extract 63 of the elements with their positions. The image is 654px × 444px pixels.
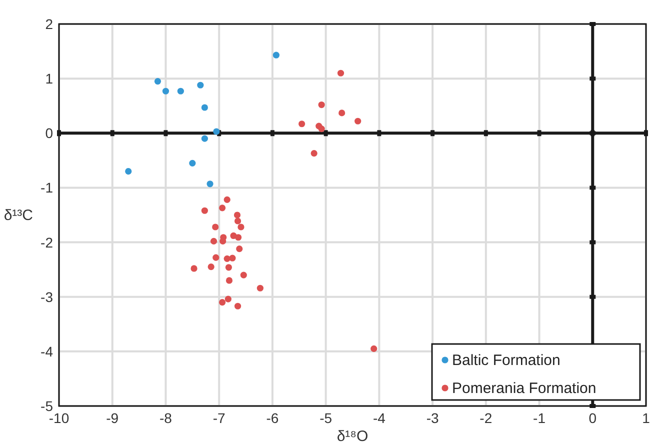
y-tick-label: -1 bbox=[40, 180, 54, 196]
point bbox=[224, 296, 232, 302]
point bbox=[213, 128, 220, 135]
point bbox=[154, 78, 162, 85]
y-tick-label: -2 bbox=[40, 234, 54, 250]
point bbox=[354, 118, 362, 124]
point bbox=[235, 234, 242, 241]
x-axis-title: δ¹⁸O bbox=[336, 428, 368, 444]
point bbox=[208, 264, 214, 270]
point bbox=[218, 204, 226, 212]
point bbox=[201, 135, 208, 142]
point bbox=[318, 101, 325, 108]
x-tick-label: -7 bbox=[212, 410, 226, 426]
point bbox=[189, 160, 196, 166]
point bbox=[220, 238, 226, 244]
point bbox=[310, 150, 318, 157]
point bbox=[224, 196, 230, 204]
point bbox=[218, 299, 226, 306]
point bbox=[162, 88, 170, 94]
point bbox=[272, 52, 280, 58]
y-tick-label: 1 bbox=[45, 70, 54, 87]
point bbox=[370, 345, 378, 352]
legend-label: Pomerania Formation bbox=[452, 380, 596, 397]
point bbox=[177, 88, 184, 94]
point bbox=[226, 277, 233, 284]
point bbox=[201, 207, 208, 214]
y-tick-label: 0 bbox=[45, 125, 54, 142]
point bbox=[337, 70, 344, 76]
point bbox=[229, 254, 236, 262]
point bbox=[234, 218, 242, 224]
point bbox=[318, 125, 325, 132]
x-tick-label: -4 bbox=[372, 410, 386, 426]
x-tick-label: -2 bbox=[480, 410, 492, 426]
point bbox=[238, 224, 244, 230]
x-tick-label: -3 bbox=[426, 410, 439, 426]
x-tick-label: -6 bbox=[266, 410, 279, 426]
y-axis-title: δ¹³C bbox=[4, 207, 34, 224]
point bbox=[212, 254, 220, 261]
point bbox=[240, 272, 247, 278]
point bbox=[234, 212, 241, 218]
point bbox=[210, 238, 218, 244]
x-tick-label: 1 bbox=[642, 410, 650, 426]
point bbox=[236, 246, 243, 252]
x-tick-label: -5 bbox=[320, 410, 332, 426]
x-tick-label: -1 bbox=[533, 410, 546, 426]
x-tick-label: -9 bbox=[106, 410, 119, 426]
point bbox=[256, 284, 264, 292]
point bbox=[212, 224, 219, 230]
point bbox=[197, 82, 204, 88]
y-tick-label: -3 bbox=[40, 288, 54, 305]
y-tick-label: -4 bbox=[40, 343, 54, 360]
legend-label: Baltic Formation bbox=[452, 352, 560, 369]
point bbox=[225, 264, 232, 271]
point bbox=[338, 110, 346, 116]
point bbox=[125, 168, 132, 175]
x-tick-label: -8 bbox=[160, 410, 172, 426]
y-tick-label: 2 bbox=[45, 16, 54, 32]
point bbox=[234, 302, 242, 310]
point bbox=[298, 120, 306, 128]
point bbox=[201, 104, 208, 111]
x-tick-label: 0 bbox=[588, 410, 597, 426]
point bbox=[206, 180, 214, 188]
point bbox=[190, 265, 198, 272]
